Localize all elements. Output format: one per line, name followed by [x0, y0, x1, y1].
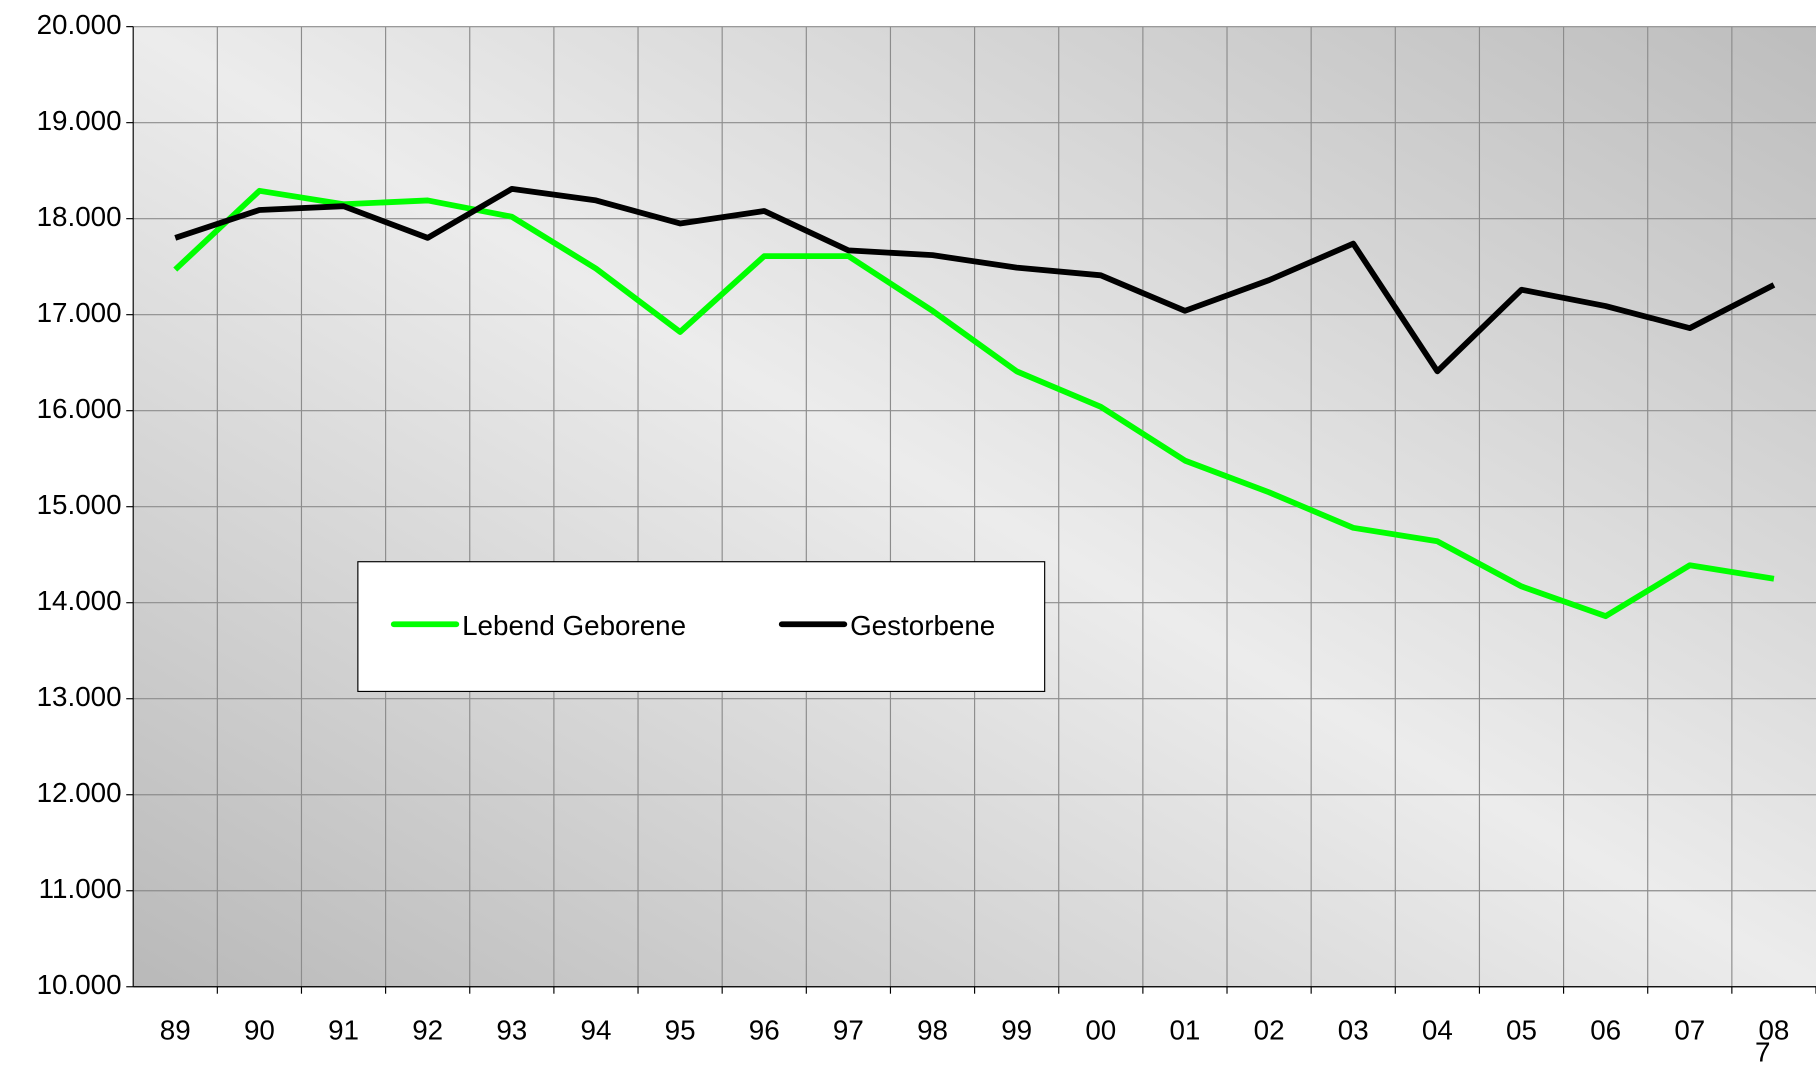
y-tick-label: 19.000: [37, 105, 122, 136]
x-tick-label: 98: [917, 1014, 948, 1045]
y-tick-label: 10.000: [37, 969, 122, 1000]
x-tick-label: 90: [244, 1014, 275, 1045]
y-tick-label: 20.000: [37, 9, 122, 40]
x-tick-label: 95: [665, 1014, 696, 1045]
x-tick-label: 96: [749, 1014, 780, 1045]
x-tick-label: 02: [1254, 1014, 1285, 1045]
y-tick-label: 16.000: [37, 393, 122, 424]
y-tick-label: 17.000: [37, 297, 122, 328]
legend: [357, 561, 1046, 693]
y-tick-label: 12.000: [37, 777, 122, 808]
grid: 10.000 11.000 12.000 13.000 14.000 15.000 16.0…: [37, 9, 1816, 1045]
x-tick-label: 08: [1758, 1014, 1789, 1045]
y-tick-label: 15.000: [37, 489, 122, 520]
x-tick-label: 04: [1422, 1014, 1453, 1045]
x-tick-label: 94: [581, 1014, 612, 1045]
lines: [173, 186, 1776, 620]
x-tick-label: 97: [833, 1014, 864, 1045]
legend-label: Lebend Geborene: [462, 610, 686, 641]
x-tick-label: 00: [1085, 1014, 1116, 1045]
legend-label: Gestorbene: [850, 610, 995, 641]
y-tick-label: 11.000: [39, 873, 122, 904]
x-tick-label: 93: [496, 1014, 527, 1045]
page-number: 7: [1755, 1036, 1770, 1067]
y-tick-label: 14.000: [37, 585, 122, 616]
x-tick-label: 91: [328, 1014, 359, 1045]
legend-items: Lebend Geborene Gestorbene: [390, 610, 995, 641]
y-tick-label: 13.000: [37, 681, 122, 712]
x-tick-label: 07: [1674, 1014, 1705, 1045]
x-tick-label: 99: [1001, 1014, 1032, 1045]
series-line: [174, 186, 1776, 375]
x-tick-label: 01: [1169, 1014, 1200, 1045]
x-tick-label: 92: [412, 1014, 443, 1045]
x-tick-label: 89: [160, 1014, 191, 1045]
series-line: [173, 187, 1775, 620]
x-tick-label: 03: [1338, 1014, 1369, 1045]
x-tick-label: 06: [1590, 1014, 1621, 1045]
y-tick-label: 18.000: [37, 201, 122, 232]
x-tick-label: 05: [1506, 1014, 1537, 1045]
